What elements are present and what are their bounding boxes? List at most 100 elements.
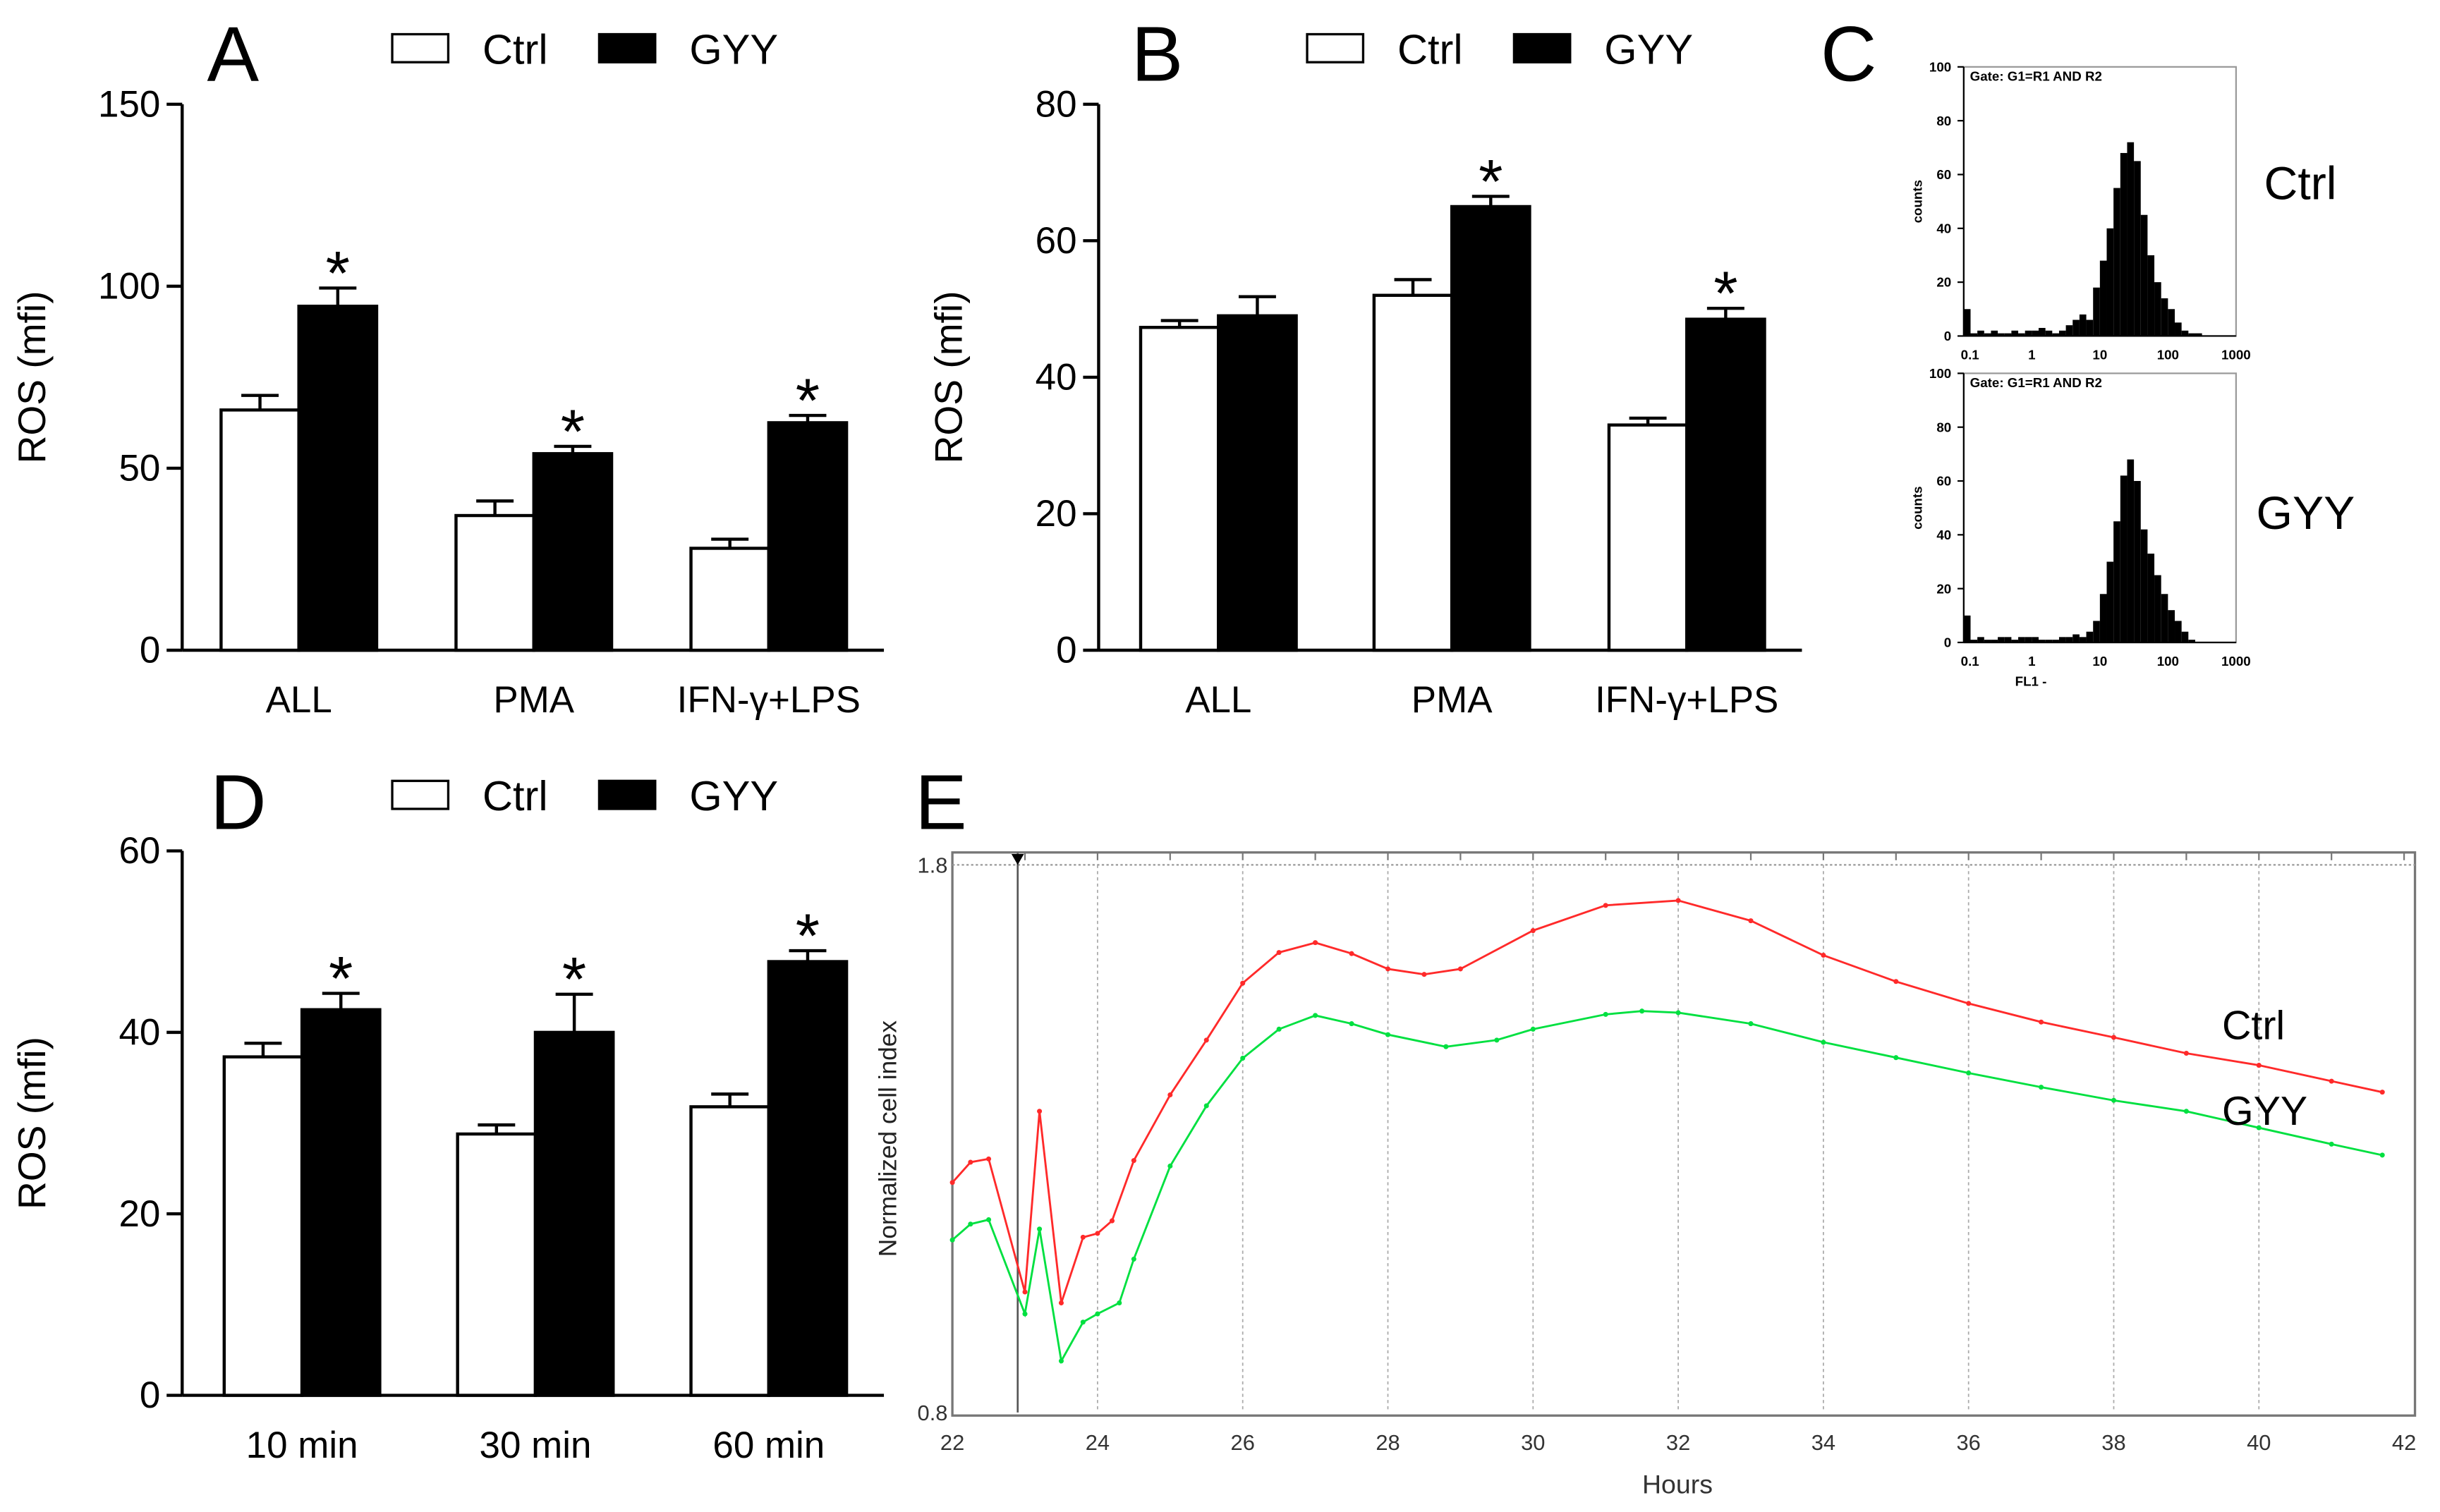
data-point-ctrl <box>949 1180 955 1185</box>
histogram-bin <box>2161 594 2168 642</box>
data-point-gyy <box>1131 1256 1136 1262</box>
y-tick-label: 100 <box>98 266 160 307</box>
histogram-bin <box>2065 637 2073 642</box>
significance-star: * <box>1479 146 1503 216</box>
bar-ctrl <box>219 408 301 652</box>
data-point-gyy <box>986 1217 992 1223</box>
data-point-gyy <box>1675 1010 1681 1016</box>
data-point-ctrl <box>1080 1234 1086 1240</box>
significance-star: * <box>1713 258 1737 328</box>
histogram-bin <box>2113 188 2120 336</box>
y-tick-label: 60 <box>1936 474 1951 489</box>
x-tick-label: 22 <box>940 1430 964 1455</box>
y-axis-label: ROS (mfi) <box>10 1037 54 1209</box>
histogram-bin <box>1963 309 1971 336</box>
histogram-gyy: Gate: G1=R1 AND R2 0 20 40 60 80 100 0.1 1 10 100 1… <box>1910 366 2250 669</box>
data-point-gyy <box>1530 1026 1536 1032</box>
data-point-ctrl <box>2111 1035 2117 1040</box>
histogram-bin <box>2140 214 2148 336</box>
histogram-bin <box>2147 255 2155 336</box>
data-point-ctrl <box>1131 1158 1136 1164</box>
y-tick-label: 50 <box>119 448 161 489</box>
data-point-gyy <box>1037 1226 1043 1232</box>
histogram-bin <box>1970 640 1978 642</box>
legend-gyy-label: GYY <box>1604 25 1693 73</box>
data-point-ctrl <box>2379 1090 2385 1095</box>
bar-gyy <box>297 305 379 652</box>
y-axis-label: counts <box>1910 180 1924 223</box>
legend-ctrl-swatch <box>1306 32 1365 63</box>
histogram-bin <box>2154 282 2161 336</box>
y-tick-label: 0 <box>140 1374 160 1416</box>
x-tick-label: 38 <box>2101 1430 2125 1455</box>
data-point-ctrl <box>1313 940 1318 946</box>
x-tick-label: 36 <box>1957 1430 1981 1455</box>
data-point-ctrl <box>1109 1218 1115 1224</box>
data-point-ctrl <box>1203 1037 1209 1043</box>
data-point-gyy <box>1639 1008 1645 1014</box>
category-label: 60 min <box>712 1425 825 1466</box>
histogram-bin <box>2134 161 2141 336</box>
histogram-bin <box>2039 640 2046 642</box>
x-tick-label: 1000 <box>2221 348 2251 362</box>
y-tick-label: 100 <box>1929 59 1951 74</box>
histogram-bin <box>2093 287 2100 336</box>
x-axis-label: Hours <box>1642 1470 1713 1499</box>
significance-star: * <box>796 365 820 435</box>
sample-label: Ctrl <box>2264 157 2337 209</box>
data-point-ctrl <box>2329 1078 2334 1084</box>
legend-ctrl-label: Ctrl <box>1397 25 1463 73</box>
legend-ctrl-swatch <box>391 32 450 63</box>
data-point-ctrl <box>1240 980 1246 986</box>
category-label: 10 min <box>246 1425 358 1466</box>
histogram-bin <box>2168 610 2175 642</box>
histogram-bin <box>2058 637 2066 642</box>
data-point-ctrl <box>1748 918 1754 924</box>
histogram-bin <box>2052 640 2059 642</box>
sample-label: GYY <box>2257 487 2355 539</box>
gate-label: Gate: G1=R1 AND R2 <box>1970 69 2102 84</box>
histogram-bin <box>2045 330 2053 336</box>
histogram-bin <box>1991 330 1998 336</box>
x-axis-label: FL1 - <box>2015 674 2047 689</box>
data-point-gyy <box>2379 1152 2385 1158</box>
plot-frame <box>951 851 2417 1417</box>
histogram-bin <box>2065 325 2073 336</box>
x-tick-label: 40 <box>2247 1430 2271 1455</box>
histogram-bin <box>1977 330 1984 336</box>
category-label: ALL <box>1185 679 1251 721</box>
data-point-ctrl <box>968 1159 973 1165</box>
x-tick-label: 26 <box>1231 1430 1255 1455</box>
x-tick-label: 30 <box>1521 1430 1545 1455</box>
category-label: IFN-γ+LPS <box>677 679 861 721</box>
y-tick-label: 40 <box>119 1012 161 1054</box>
legend-ctrl-label: Ctrl <box>482 25 548 73</box>
significance-star: * <box>326 238 350 307</box>
panel-d: D Ctrl GYY 0 20 40 60 ROS (mfi) 10 min * 30 min * 60… <box>10 760 885 1466</box>
x-tick-label: 1 <box>2028 654 2035 669</box>
histogram-bin <box>2147 554 2155 642</box>
bar-ctrl <box>222 1055 304 1397</box>
y-tick-label: 80 <box>1036 83 1077 125</box>
histogram-bin <box>2032 330 2039 336</box>
y-tick-label: 0 <box>1944 635 1951 650</box>
bar-gyy <box>532 452 614 652</box>
histogram-bin <box>2025 637 2032 642</box>
x-tick-label: 100 <box>2157 654 2179 669</box>
data-point-gyy <box>2256 1125 2262 1130</box>
data-point-ctrl <box>1058 1300 1064 1306</box>
histogram-bin <box>2120 475 2128 642</box>
histogram-bin <box>2175 322 2182 336</box>
y-tick-label: 0.8 <box>918 1401 948 1425</box>
data-point-ctrl <box>1675 898 1681 903</box>
significance-star: * <box>329 943 353 1013</box>
data-point-gyy <box>1385 1032 1391 1037</box>
treatment-marker-icon <box>1011 853 1024 865</box>
data-point-ctrl <box>1603 903 1608 908</box>
x-tick-label: 32 <box>1666 1430 1690 1455</box>
histogram-bin <box>2011 640 2019 642</box>
data-point-gyy <box>1095 1311 1100 1317</box>
legend-ctrl-swatch <box>391 779 450 810</box>
